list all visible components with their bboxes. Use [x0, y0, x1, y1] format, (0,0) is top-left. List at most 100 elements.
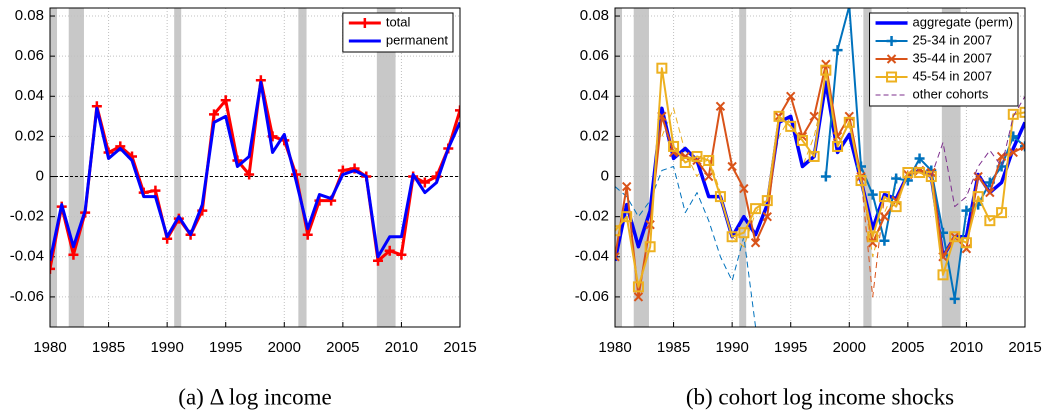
recession-band — [174, 8, 182, 327]
y-tick-label: 0.06 — [580, 47, 609, 64]
series-line — [930, 96, 1025, 208]
marker — [455, 105, 460, 116]
marker — [937, 269, 949, 281]
marker — [50, 263, 55, 274]
marker — [704, 171, 714, 182]
marker — [949, 231, 961, 243]
x-tick-label: 1980 — [33, 339, 66, 356]
marker — [726, 231, 738, 243]
y-tick-label: 0.02 — [580, 127, 609, 144]
marker — [820, 171, 831, 182]
recession-band — [863, 8, 872, 327]
y-tick-label: 0 — [36, 167, 44, 184]
marker — [785, 120, 797, 132]
marker — [796, 134, 808, 146]
legend: aggregate (perm) 25-34 in 2007 35-44 in 20… — [869, 12, 1019, 107]
marker — [1007, 108, 1019, 120]
marker — [384, 245, 395, 256]
marker — [886, 54, 897, 64]
recession-band — [298, 8, 307, 327]
marker — [848, 8, 851, 11]
x-tick-label: 1995 — [209, 339, 242, 356]
marker — [820, 64, 832, 76]
marker — [984, 215, 996, 227]
marker — [786, 91, 796, 101]
plot-lines — [615, 8, 1025, 327]
x-tick-label: 1990 — [715, 339, 748, 356]
marker — [1020, 141, 1025, 152]
marker — [622, 181, 632, 192]
marker — [209, 109, 219, 120]
marker — [615, 225, 621, 237]
marker — [220, 95, 231, 106]
marker — [985, 187, 995, 198]
y-tick-label: 0.08 — [580, 7, 609, 24]
marker — [714, 191, 726, 203]
marker — [633, 292, 644, 302]
legend-label: total — [386, 14, 411, 29]
marker — [359, 18, 370, 28]
caption: (a) Δ log income — [178, 384, 331, 409]
marker — [832, 140, 844, 152]
recession-band — [739, 8, 747, 327]
marker — [302, 229, 313, 240]
marker — [867, 189, 878, 200]
marker — [949, 293, 960, 304]
legend-label: 35-44 in 2007 — [913, 50, 993, 65]
marker — [867, 231, 879, 243]
marker — [679, 156, 691, 168]
marker — [972, 191, 984, 203]
y-tick-label: 0.08 — [15, 7, 44, 24]
marker — [773, 110, 785, 122]
marker — [891, 173, 902, 184]
marker — [855, 175, 867, 187]
legend-label: other cohorts — [913, 86, 989, 101]
series-line — [615, 67, 1025, 288]
marker — [1008, 147, 1018, 158]
marker — [750, 238, 761, 248]
marker — [878, 191, 890, 203]
marker — [844, 111, 854, 122]
marker — [809, 111, 819, 122]
marker — [632, 281, 644, 293]
marker — [832, 45, 843, 56]
marker — [902, 167, 914, 179]
legend-box — [342, 12, 454, 53]
x-tick-label: 1995 — [774, 339, 807, 356]
marker — [645, 219, 655, 230]
marker — [761, 195, 773, 207]
x-tick-label: 2005 — [891, 339, 924, 356]
plot-lines — [50, 75, 460, 274]
y-tick-label: -0.06 — [575, 288, 609, 305]
x-tick-label: 1980 — [598, 339, 631, 356]
legend: total permanent — [342, 12, 454, 53]
y-tick-label: -0.06 — [10, 288, 44, 305]
legend-label: 25-34 in 2007 — [913, 32, 993, 47]
marker — [244, 169, 255, 180]
y-tick-label: 0.04 — [15, 87, 44, 104]
marker — [1019, 106, 1025, 118]
marker — [890, 201, 902, 213]
marker — [821, 59, 831, 69]
y-tick-label: 0 — [601, 167, 609, 184]
marker — [925, 171, 937, 183]
marker — [960, 237, 972, 249]
y-tick-label: -0.04 — [10, 248, 44, 265]
y-tick-label: 0.02 — [15, 127, 44, 144]
x-tick-label: 2005 — [326, 339, 359, 356]
marker — [621, 211, 633, 223]
axes-box — [614, 7, 1026, 328]
legend-label: permanent — [386, 32, 449, 47]
recession-band — [50, 8, 58, 327]
x-tick-label: 2010 — [385, 339, 418, 356]
x-tick-label: 2010 — [950, 339, 983, 356]
x-tick-label: 1990 — [150, 339, 183, 356]
x-tick-label: 2015 — [443, 339, 476, 356]
series-line — [824, 8, 1025, 300]
marker — [739, 183, 749, 194]
marker — [715, 101, 726, 112]
marker — [1020, 141, 1025, 152]
legend-label: aggregate (perm) — [913, 14, 1013, 29]
marker — [879, 235, 890, 246]
